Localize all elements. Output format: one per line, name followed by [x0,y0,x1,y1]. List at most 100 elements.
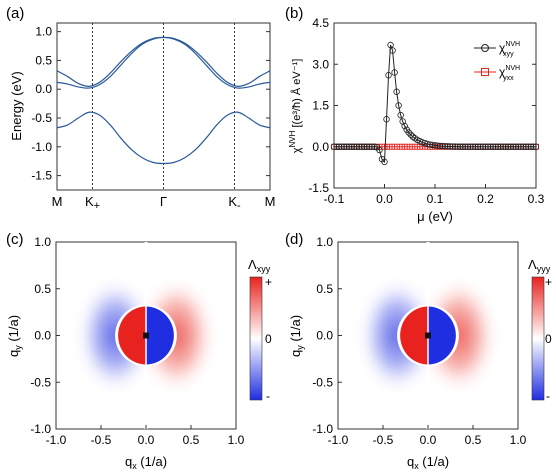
data-point-xyy [479,143,487,150]
y-tick-label: -1.0 [312,422,333,436]
data-point-xyy [522,143,530,150]
data-point-xyy [395,102,402,109]
lambda-yyy-heatmap: -1.0 -0.5 0.0 0.5 1.0 1.0 0.5 0.0 -0.5 -1.0 qx (… [288,235,552,471]
data-point-xyy [363,143,371,150]
data-point-xyy [343,143,350,150]
x-tick-label: 0.3 [528,192,545,206]
x-tick-labels: M K+ Γ K- M [52,194,276,212]
data-point-xyy [439,142,446,150]
y-ticks: 1.0 0.5 0.0 -0.5 -1.0 -1.5 [31,25,270,183]
colorbar: Λyyy + 0 - [528,257,552,403]
legend: χNVH xyy χNVH yxx [474,41,520,82]
core-left-half [118,306,146,365]
data-point-xyy [530,143,537,150]
colorbar-min-label: - [266,389,270,403]
data-point-xyy [469,143,477,150]
y-tick-label: -0.5 [30,375,51,389]
core-right-half [428,306,456,365]
colorbar-gradient [531,276,545,401]
colorbar-max-label: + [545,275,552,289]
data-point-xyy [489,143,497,150]
x-ticks: -0.1 0.0 0.1 0.2 0.3 [324,184,545,206]
data-point-xyy [487,143,494,150]
data-point-xyy [505,143,512,150]
x-tick-label: -1.0 [46,433,67,447]
data-point-xyy [333,143,340,150]
data-point-xyy [462,143,469,150]
data-point-xyy [436,142,444,150]
data-point-xyy [449,143,456,150]
data-point-xyy [358,143,365,150]
data-point-xyy [444,143,451,150]
data-point-xyy [368,143,376,150]
legend-entry-yxx: χNVH yxx [474,65,520,82]
y-tick-label: 1.5 [312,99,329,113]
data-point-xyy [484,143,492,150]
data-point-xyy [409,133,416,140]
data-point-xyy [389,47,396,54]
data-point-xyy [401,122,408,130]
x-tick-label-m-right: M [265,194,276,209]
colorbar-min-label: - [546,389,550,403]
x-tick-label: 1.0 [510,433,527,447]
y-ticks: 1.0 0.5 0.0 -0.5 -1.0 [312,235,342,436]
data-point-xyy [407,131,414,138]
data-point-xyy [383,116,390,123]
y-tick-label: -1.5 [308,181,329,195]
colorbar-title: Λyyy [528,257,551,274]
data-point-xyy [510,143,517,150]
data-point-xyy [391,69,398,76]
data-point-xyy [507,143,514,150]
x-tick-label: 0.5 [465,433,482,447]
colorbar-gradient [249,276,263,401]
y-tick-label: -0.5 [312,375,333,389]
nvh-response-chart: -0.1 0.0 0.1 0.2 0.3 4.5 3.0 1.5 0.0 -1.5 μ (eV)… [288,16,545,224]
data-point-xyy [515,143,522,150]
legend-entry-xyy: χNVH xyy [474,41,520,58]
data-point-xyy [492,143,499,150]
y-ticks: 1.0 0.5 0.0 -0.5 -1.0 [30,235,60,436]
x-axis-label: qx (1/a) [407,454,449,471]
x-tick-label: -0.5 [373,433,394,447]
data-point-xyy [446,143,454,150]
panel-label-d: (d) [285,231,303,248]
y-tick-label: 0.0 [34,329,51,343]
y-tick-label: 0.0 [316,329,333,343]
y-tick-label: 1.0 [34,235,51,249]
panel-label-b: (b) [285,5,303,22]
x-axis-label: μ (eV) [417,209,453,224]
data-point-xyy [525,143,532,150]
data-point-xyy [371,143,378,150]
data-point-xyy [472,143,479,150]
data-point-xyy [502,143,509,150]
data-point-xyy [464,143,472,150]
x-tick-label-k-plus: K+ [85,194,100,212]
data-point-xyy [429,141,436,149]
data-point-xyy [467,143,474,150]
y-tick-label: -0.5 [31,111,52,125]
data-point-xyy [381,158,388,166]
data-point-xyy [434,142,441,149]
y-tick-label: 0.5 [316,282,333,296]
core-left-half [400,306,428,365]
heatmap-field [359,242,497,429]
series-group [330,41,540,166]
x-tick-label-k-minus: K- [228,194,241,212]
band-structure-chart: 1.0 0.5 0.0 -0.5 -1.0 -1.5 Energy (eV) M K+ Γ… [9,22,276,212]
y-tick-label: 0.0 [312,140,329,154]
data-point-xyy [431,142,439,149]
data-point-xyy [393,88,400,95]
data-point-xyy [520,143,527,150]
y-tick-label: 0.0 [35,82,52,96]
data-point-xyy [338,143,345,150]
data-point-xyy [517,143,525,150]
x-tick-label: 0.5 [183,433,200,447]
y-axis-label: qy (1/a) [288,315,305,357]
data-point-xyy [426,141,434,148]
data-point-xyy [361,143,368,150]
band-line-3 [56,111,271,165]
origin-marker [425,332,431,339]
data-point-xyy [452,143,459,150]
